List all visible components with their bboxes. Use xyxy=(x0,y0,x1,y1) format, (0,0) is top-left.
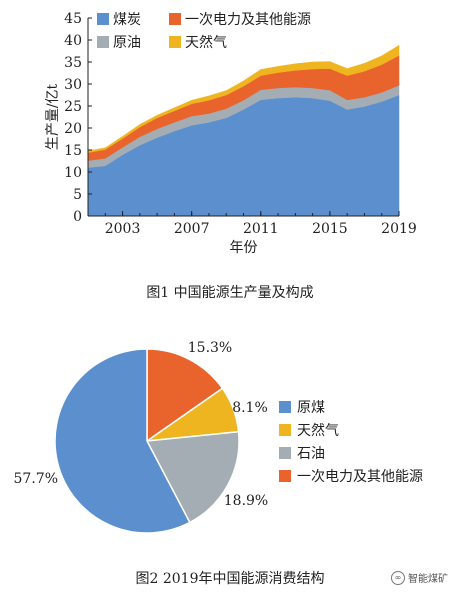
watermark: ∞ 智能煤矿 xyxy=(391,570,448,585)
legend-label-0: 煤炭 xyxy=(113,12,141,28)
y-tick-label: 20 xyxy=(64,121,82,137)
area-series-group xyxy=(87,44,400,217)
legend-swatch-3 xyxy=(169,36,181,48)
pie-slices xyxy=(54,348,240,534)
legend-label-0: 一次电力及其他能源 xyxy=(297,469,423,485)
legend-label-2: 一次电力及其他能源 xyxy=(185,12,311,28)
pie-slice-0 xyxy=(146,348,224,443)
pie-label-2: 18.9% xyxy=(224,493,268,509)
legend-label-1: 天然气 xyxy=(297,422,339,439)
pie-label-3: 57.7% xyxy=(14,471,58,487)
x-axis-title: 年份 xyxy=(230,240,258,256)
y-tick-label: 15 xyxy=(64,143,82,159)
legend-swatch-1 xyxy=(279,424,291,436)
pie-label-1: 8.1% xyxy=(232,400,268,416)
figure2-caption: 图2 2019年中国能源消费结构 xyxy=(135,571,325,587)
legend-swatch-1 xyxy=(97,36,109,48)
x-tick-label: 2019 xyxy=(381,221,417,237)
legend-label-3: 天然气 xyxy=(185,34,227,51)
figure1-area-chart: 0 5 10 15 20 25 30 35 40 45 2003 2007 2011 2015 2019 年份… xyxy=(45,11,417,256)
y-tick-label: 25 xyxy=(64,99,82,115)
legend-swatch-3 xyxy=(279,401,291,413)
watermark-text: 智能煤矿 xyxy=(408,574,448,585)
x-tick-label: 2003 xyxy=(105,221,141,237)
pie-slice-2 xyxy=(145,430,240,524)
pie-label-0: 15.3% xyxy=(188,340,232,356)
legend-swatch-0 xyxy=(97,13,109,25)
legend-swatch-0 xyxy=(279,470,291,482)
area-series-0 xyxy=(87,94,400,217)
legend-label-1: 原油 xyxy=(113,35,141,51)
y-axis-title: 生产量/亿t xyxy=(45,83,61,150)
legend-label-2: 石油 xyxy=(297,446,325,462)
x-tick-label: 2007 xyxy=(174,221,210,237)
legend-swatch-2 xyxy=(169,13,181,25)
area-series-3 xyxy=(87,44,400,153)
x-tick-label: 2015 xyxy=(312,221,348,237)
axes: 0 5 10 15 20 25 30 35 40 45 2003 2007 2011 2015 2019 年份… xyxy=(45,11,417,256)
y-tick-label: 5 xyxy=(73,187,82,203)
y-tick-label: 30 xyxy=(64,77,82,93)
y-tick-label: 35 xyxy=(64,55,82,71)
figure1-caption: 图1 中国能源生产量及构成 xyxy=(146,285,314,301)
legend-label-3: 原煤 xyxy=(297,400,325,416)
y-tick-label: 10 xyxy=(64,165,82,181)
y-tick-label: 45 xyxy=(64,11,82,27)
pie-labels: 15.3% 8.1% 18.9% 57.7% xyxy=(14,340,269,509)
y-tick-label: 0 xyxy=(73,209,82,225)
legend-swatch-2 xyxy=(279,447,291,459)
pie-slice-3 xyxy=(54,348,191,534)
x-tick-label: 2011 xyxy=(243,221,279,237)
wechat-icon: ∞ xyxy=(391,570,405,585)
y-tick-label: 40 xyxy=(64,33,82,49)
